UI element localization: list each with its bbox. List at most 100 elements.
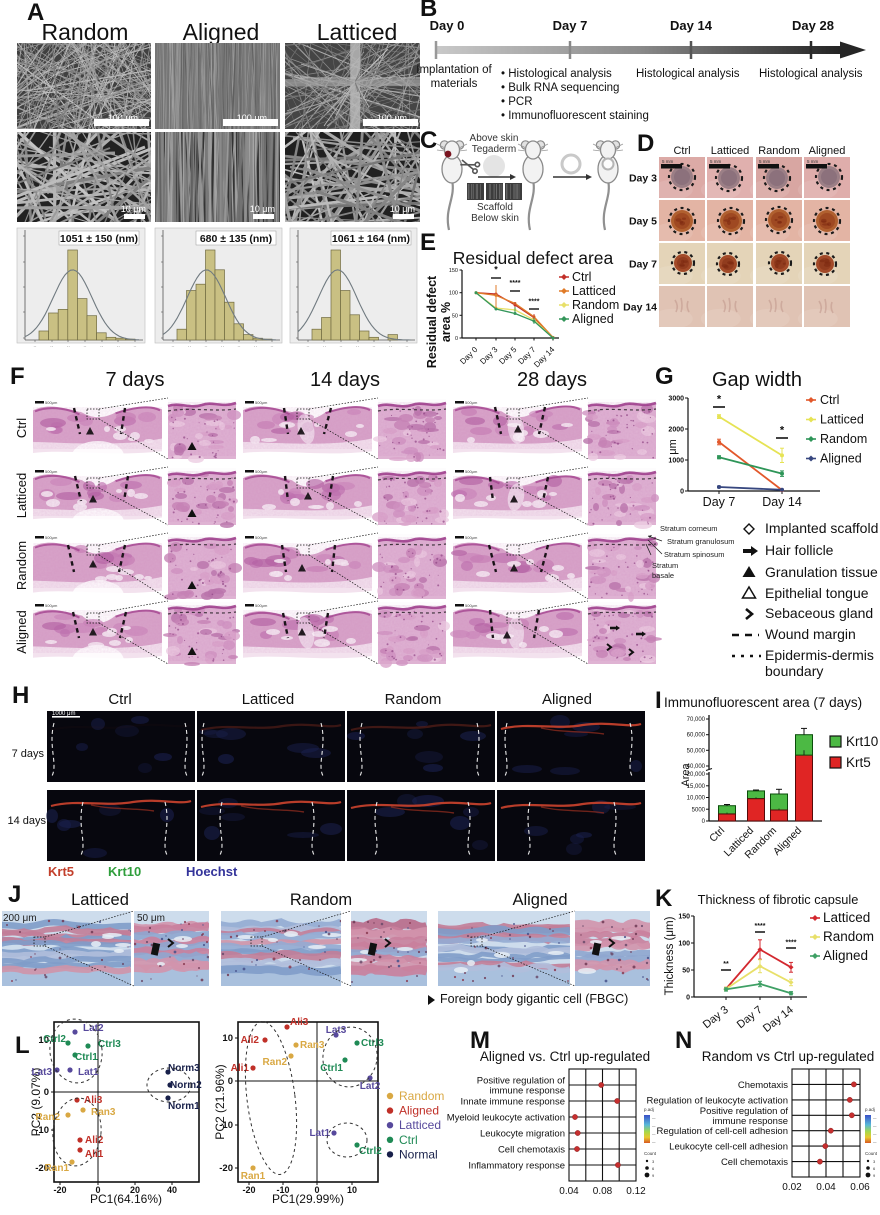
svg-text:⋅⋅: ⋅⋅ [323,344,327,350]
svg-text:PC1(64.16%): PC1(64.16%) [90,1192,162,1206]
svg-text:Ran2: Ran2 [36,1112,61,1123]
svg-text:Gap width: Gap width [712,369,802,391]
svg-text:Random: Random [14,541,29,590]
svg-text:Norm1: Norm1 [168,1101,200,1112]
svg-text:680 ± 135 (nm): 680 ± 135 (nm) [200,233,272,245]
svg-text:500μm: 500μm [45,400,58,405]
svg-text:⋅⋅: ⋅⋅ [83,344,87,350]
svg-text:1051 ± 150 (nm): 1051 ± 150 (nm) [60,233,138,245]
svg-text:K: K [655,885,673,912]
svg-text:Histological analysis: Histological analysis [759,68,863,80]
svg-text:• Bulk RNA sequencing: • Bulk RNA sequencing [501,82,619,94]
svg-text:⋅⋅: ⋅⋅ [171,344,175,350]
svg-text:2000: 2000 [668,427,684,434]
svg-text:Ctrl: Ctrl [572,270,591,284]
svg-text:Granulation tissue: Granulation tissue [765,564,878,580]
svg-text:⋅⋅: ⋅⋅ [67,344,71,350]
svg-text:Latticed: Latticed [820,413,864,427]
svg-text:Ran1: Ran1 [241,1171,266,1182]
svg-text:μm: μm [667,439,679,455]
svg-text:**: ** [723,961,729,968]
svg-text:Ctrl: Ctrl [108,691,131,708]
svg-text:Histological analysis: Histological analysis [636,68,740,80]
svg-text:-20: -20 [53,1185,66,1195]
svg-text:Stratum granulosum: Stratum granulosum [667,537,735,546]
svg-text:Ctrl2: Ctrl2 [359,1146,382,1157]
svg-text:⋅⋅: ⋅⋅ [356,344,360,350]
svg-text:0: 0 [228,1076,233,1087]
svg-text:⋅⋅: ⋅⋅ [254,344,258,350]
svg-text:—: — [873,1116,877,1120]
svg-text:immune response: immune response [712,1116,788,1127]
svg-text:Latticed: Latticed [711,145,750,157]
svg-text:60,000: 60,000 [687,733,706,739]
svg-text:Norm3: Norm3 [168,1063,200,1074]
svg-text:Latticed: Latticed [242,691,295,708]
svg-text:Latticed: Latticed [317,19,398,45]
svg-text:• Histological analysis: • Histological analysis [501,68,612,80]
svg-text:5 mm: 5 mm [759,159,771,164]
svg-text:100 μm: 100 μm [108,113,138,123]
svg-text:50,000: 50,000 [687,748,706,754]
svg-text:100 μm: 100 μm [377,113,407,123]
svg-text:0: 0 [680,489,684,496]
svg-text:D: D [637,130,654,157]
svg-text:20,000: 20,000 [687,772,706,778]
svg-text:Normal: Normal [399,1147,438,1161]
svg-text:5 mm: 5 mm [662,159,674,164]
svg-text:10: 10 [222,1033,233,1044]
svg-text:—: — [873,1132,877,1136]
svg-text:Myeloid leukocyte activation: Myeloid leukocyte activation [447,1113,565,1124]
svg-text:—: — [652,1124,656,1128]
svg-text:Leukocyte cell-cell adhesion: Leukocyte cell-cell adhesion [669,1142,788,1153]
svg-text:⋅⋅: ⋅⋅ [204,344,208,350]
svg-text:Immunofluorescent area (7 days: Immunofluorescent area (7 days) [664,695,862,710]
svg-text:Residual defect: Residual defect [425,275,439,368]
svg-text:0.12: 0.12 [626,1186,646,1197]
svg-text:Hair follicle: Hair follicle [765,542,834,558]
svg-text:Day 7: Day 7 [703,495,736,509]
svg-text:Latticed: Latticed [823,910,870,925]
svg-text:500μm: 500μm [255,603,268,608]
svg-text:100: 100 [449,291,458,297]
svg-text:Krt5: Krt5 [846,755,871,770]
svg-text:materials: materials [431,78,478,90]
svg-text:Day 5: Day 5 [629,216,657,228]
svg-text:150: 150 [449,268,458,274]
svg-text:Aligned: Aligned [823,948,868,963]
svg-text:Norm2: Norm2 [170,1080,202,1091]
svg-text:Implantation of: Implantation of [416,64,492,76]
svg-text:Random: Random [399,1089,444,1103]
svg-text:⋅⋅: ⋅⋅ [270,344,274,350]
svg-text:Lat2: Lat2 [83,1023,104,1034]
svg-text:⋅⋅: ⋅⋅ [372,344,376,350]
svg-text:Ran3: Ran3 [91,1107,116,1118]
svg-text:Day 14: Day 14 [623,302,657,314]
svg-text:Cell chemotaxis: Cell chemotaxis [498,1145,565,1156]
svg-text:Random: Random [290,891,352,909]
svg-text:7 days: 7 days [106,369,165,391]
svg-text:100 μm: 100 μm [237,113,267,123]
svg-text:—: — [873,1124,877,1128]
svg-text:Implanted scaffold: Implanted scaffold [765,520,878,536]
svg-text:Latticed: Latticed [399,1118,441,1132]
svg-text:500μm: 500μm [45,535,58,540]
svg-text:⋅⋅: ⋅⋅ [237,344,241,350]
svg-text:PC2 (21.96%): PC2 (21.96%) [213,1064,227,1139]
svg-text:****: **** [529,298,540,305]
svg-text:Day 3: Day 3 [629,173,657,185]
svg-text:Aligned: Aligned [820,452,862,466]
svg-text:Aligned: Aligned [572,312,614,326]
svg-text:⋅⋅: ⋅⋅ [117,344,121,350]
svg-text:Random: Random [823,929,874,944]
svg-text:—: — [873,1140,877,1144]
svg-text:⋅⋅: ⋅⋅ [389,344,393,350]
svg-text:Day 28: Day 28 [792,18,834,33]
svg-text:G: G [655,363,674,390]
svg-text:Wound margin: Wound margin [765,626,856,642]
svg-text:10: 10 [347,1185,357,1195]
svg-text:Day 7: Day 7 [629,259,657,271]
svg-text:500μm: 500μm [255,535,268,540]
svg-text:50 μm: 50 μm [137,913,165,924]
svg-text:⋅⋅: ⋅⋅ [188,344,192,350]
